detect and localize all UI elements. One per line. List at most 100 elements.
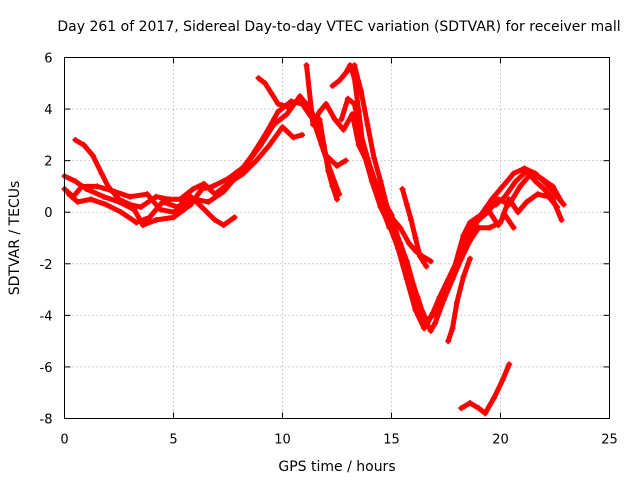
- data-point: [499, 183, 506, 190]
- data-point: [205, 198, 212, 205]
- data-point: [255, 75, 262, 82]
- data-point: [325, 167, 332, 174]
- data-point: [543, 180, 550, 187]
- series-line: [345, 62, 567, 323]
- data-point: [87, 196, 94, 203]
- data-point: [490, 394, 497, 401]
- data-point: [334, 162, 340, 169]
- data-point: [275, 108, 282, 115]
- data-point: [432, 320, 439, 327]
- data-point: [187, 193, 194, 200]
- data-point: [475, 224, 482, 231]
- data-point: [399, 186, 406, 193]
- data-point: [466, 237, 473, 244]
- data-series: [344, 62, 567, 324]
- data-point: [379, 204, 386, 211]
- data-point: [377, 178, 384, 185]
- data-point: [209, 183, 216, 190]
- data-point: [427, 258, 434, 265]
- data-point: [416, 253, 423, 260]
- data-series: [255, 75, 290, 110]
- y-tick-label: 4: [44, 103, 52, 118]
- data-point: [351, 62, 358, 69]
- data-point: [316, 108, 323, 115]
- data-point: [340, 126, 347, 133]
- series-layer: [61, 62, 567, 417]
- data-point: [486, 209, 493, 216]
- grid-layer: [64, 57, 610, 419]
- data-point: [198, 204, 205, 211]
- data-series: [486, 209, 517, 231]
- data-point: [495, 222, 502, 229]
- series-line: [458, 361, 512, 416]
- data-point: [166, 196, 173, 203]
- data-point: [225, 180, 231, 187]
- data-point: [510, 224, 517, 231]
- data-point: [552, 191, 558, 198]
- data-point: [94, 183, 101, 190]
- data-point: [510, 170, 517, 177]
- data-point: [72, 137, 79, 144]
- series-line: [487, 209, 517, 231]
- data-point: [545, 193, 552, 200]
- data-point: [320, 142, 327, 149]
- y-tick-label: -6: [40, 361, 53, 376]
- data-point: [65, 191, 72, 198]
- x-tick-label: 0: [60, 433, 68, 448]
- plot-frame: [64, 57, 610, 419]
- x-tick-label: 10: [274, 433, 291, 448]
- data-point: [466, 255, 473, 262]
- data-point: [133, 219, 140, 226]
- y-tick-label: -2: [40, 258, 53, 273]
- data-point: [371, 175, 378, 182]
- data-point: [211, 191, 218, 198]
- data-point: [262, 131, 269, 138]
- data-point: [144, 191, 151, 198]
- data-point: [486, 224, 493, 231]
- data-point: [78, 183, 85, 190]
- data-point: [303, 62, 310, 69]
- data-point: [266, 142, 273, 149]
- data-series: [445, 255, 473, 345]
- data-point: [466, 400, 473, 407]
- data-point: [275, 100, 282, 107]
- x-tick-label: 25: [601, 433, 618, 448]
- data-point: [412, 235, 419, 241]
- data-point: [423, 317, 430, 324]
- data-series: [72, 124, 306, 211]
- y-tick-label: 2: [44, 155, 52, 170]
- data-point: [423, 263, 430, 270]
- data-point: [495, 196, 502, 203]
- data-point: [344, 95, 351, 102]
- data-point: [105, 183, 112, 190]
- x-tick-label: 5: [169, 433, 177, 448]
- data-series: [458, 361, 513, 417]
- y-tick-label: -4: [40, 309, 53, 324]
- data-series: [316, 116, 340, 203]
- data-point: [118, 209, 125, 216]
- data-point: [429, 312, 436, 319]
- data-point: [146, 214, 153, 221]
- data-point: [521, 165, 528, 172]
- data-point: [81, 142, 88, 149]
- data-point: [390, 224, 397, 231]
- data-point: [248, 152, 255, 159]
- data-point: [453, 299, 460, 306]
- data-point: [388, 214, 395, 221]
- data-point: [299, 131, 306, 138]
- data-point: [102, 201, 109, 208]
- data-point: [364, 121, 371, 128]
- data-point: [554, 204, 561, 211]
- data-point: [514, 209, 521, 216]
- data-point: [475, 405, 482, 412]
- data-point: [220, 222, 227, 229]
- data-point: [501, 193, 508, 200]
- data-point: [323, 100, 330, 107]
- data-point: [279, 124, 286, 131]
- data-point: [329, 82, 336, 89]
- x-tick-label: 15: [383, 433, 400, 448]
- data-point: [405, 240, 412, 247]
- series-line: [66, 191, 237, 228]
- data-point: [451, 263, 458, 270]
- data-point: [153, 193, 160, 200]
